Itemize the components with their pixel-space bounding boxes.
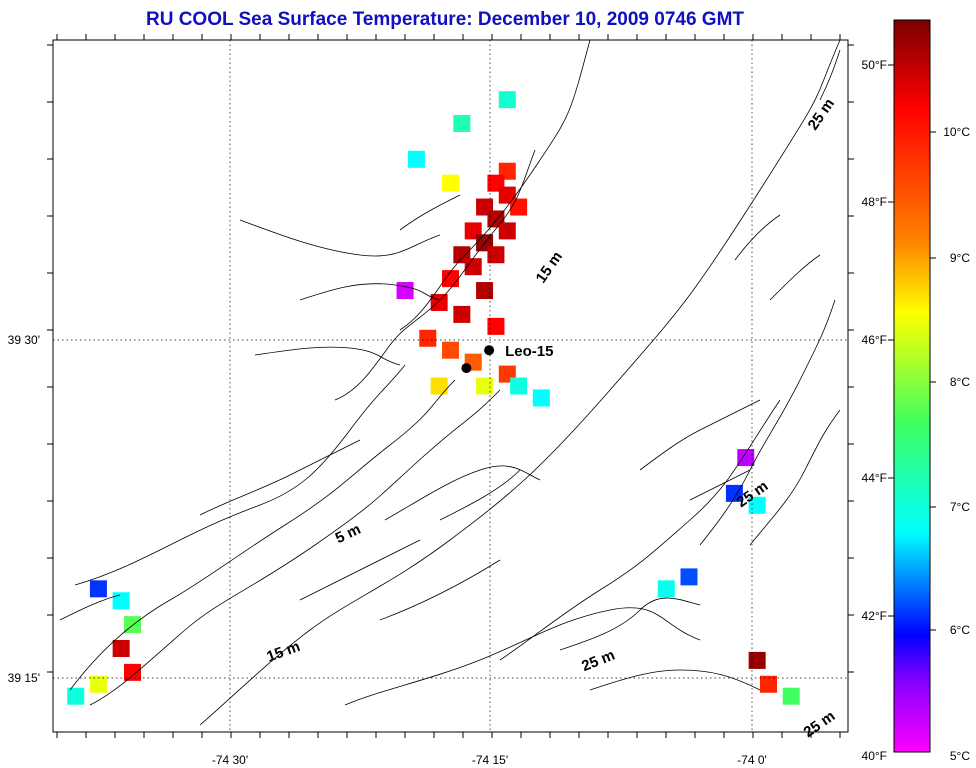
sst-cell xyxy=(657,580,675,598)
x-tick-labels: -74 30' -74 15' -74 0' xyxy=(212,753,767,767)
colorbar-c-label: 10°C xyxy=(943,125,970,139)
sst-cell xyxy=(112,639,130,657)
sst-cell xyxy=(407,150,425,168)
sst-cell xyxy=(782,687,800,705)
colorbar-c-label: 8°C xyxy=(950,375,970,389)
x-tick-label: -74 0' xyxy=(737,753,767,767)
sst-cell xyxy=(487,317,505,335)
colorbar-f-label: 50°F xyxy=(862,58,887,72)
sst-cell xyxy=(67,687,85,705)
sst-cell xyxy=(464,258,482,276)
sst-cells xyxy=(67,91,800,705)
sst-cell xyxy=(498,91,516,109)
x-tick-label: -74 30' xyxy=(212,753,248,767)
sst-cell xyxy=(89,580,107,598)
contour-label: 25 m xyxy=(579,647,617,676)
sst-cell xyxy=(487,246,505,264)
colorbar-c-label: 7°C xyxy=(950,500,970,514)
colorbar-gradient xyxy=(893,19,931,753)
contour-label: 25 m xyxy=(801,708,839,742)
sst-cell xyxy=(112,592,130,610)
colorbar-c-label: 9°C xyxy=(950,251,970,265)
sst-cell xyxy=(476,282,494,300)
sst-cell xyxy=(725,484,743,502)
sst-cell xyxy=(89,675,107,693)
colorbar-f-label: 44°F xyxy=(862,471,887,485)
x-tick-label: -74 15' xyxy=(472,753,508,767)
sst-cell xyxy=(748,496,766,514)
stations: Leo-15 xyxy=(461,343,553,374)
contour-label: 5 m xyxy=(333,521,364,547)
sst-cell xyxy=(748,651,766,669)
contour-label: 15 m xyxy=(533,249,567,287)
y-tick-labels: 39 30' 39 15' xyxy=(8,333,40,685)
sst-cell xyxy=(453,305,471,323)
station-marker xyxy=(484,345,495,356)
sst-cell xyxy=(430,377,448,395)
sst-cell xyxy=(737,449,755,467)
sst-cell xyxy=(476,377,494,395)
sst-cell xyxy=(453,115,471,133)
sst-cell xyxy=(442,270,459,288)
y-tick-label: 39 15' xyxy=(8,671,40,685)
sst-cell xyxy=(498,222,516,240)
sst-cell xyxy=(510,377,528,395)
station-label: Leo-15 xyxy=(505,343,553,360)
sst-cell xyxy=(760,675,777,693)
sst-cell xyxy=(396,282,414,300)
colorbar-f-label: 48°F xyxy=(862,195,887,209)
sst-cell xyxy=(680,568,698,586)
plot-frame xyxy=(52,39,849,733)
contour-label: 25 m xyxy=(805,96,839,134)
contour-label: 15 m xyxy=(264,638,302,666)
colorbar-c-label: 6°C xyxy=(950,623,970,637)
colorbar-f-label: 46°F xyxy=(862,333,887,347)
colorbar: 50°F 48°F 46°F 44°F 42°F 40°F 10°C 9°C 8… xyxy=(862,19,970,763)
sst-cell xyxy=(442,341,459,359)
chart-title: RU COOL Sea Surface Temperature: Decembe… xyxy=(146,9,744,30)
sst-cell xyxy=(532,389,550,407)
sst-cell xyxy=(124,663,141,681)
sst-cell xyxy=(419,329,437,347)
sst-cell xyxy=(510,198,528,216)
station-marker xyxy=(461,363,472,374)
frame-ticks xyxy=(47,34,854,738)
coastline-outline xyxy=(59,39,841,726)
colorbar-f-label: 42°F xyxy=(862,609,887,623)
colorbar-f-label: 40°F xyxy=(862,749,887,763)
y-tick-label: 39 30' xyxy=(8,333,40,347)
colorbar-c-label: 5°C xyxy=(950,749,970,763)
sst-cell xyxy=(442,174,459,192)
